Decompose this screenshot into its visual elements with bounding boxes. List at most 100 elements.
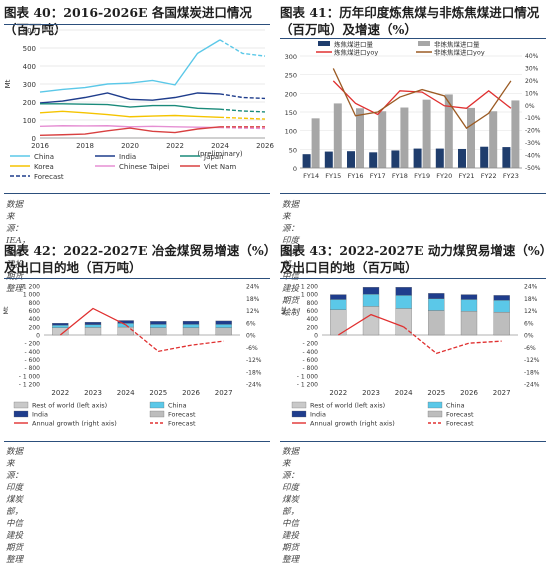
y2-tick-label: -12%	[246, 357, 262, 364]
y-tick-label: 100	[23, 117, 36, 125]
y-tick-label: 600	[307, 308, 319, 315]
y-tick-label: 100	[285, 128, 297, 136]
x-tick-label: FY16	[348, 172, 364, 180]
legend-label: Rest of world (left axis)	[32, 402, 107, 410]
x-tick-note: (preliminary)	[197, 150, 243, 158]
bar-coking	[413, 148, 422, 168]
y-tick-label: - 400	[302, 349, 318, 356]
x-tick-label: FY17	[370, 172, 386, 180]
y2-tick-label: -6%	[246, 345, 258, 352]
bar-india	[182, 320, 200, 325]
bar-china	[460, 299, 478, 312]
y2-tick-label: -18%	[524, 369, 540, 376]
legend-label: Annual growth (right axis)	[32, 420, 117, 428]
y-tick-label: - 400	[24, 349, 40, 356]
series-line-viet-nam	[39, 126, 221, 136]
y-tick-label: 800	[29, 300, 41, 307]
y2-tick-label: 20%	[525, 78, 539, 85]
legend-label: Forecast	[34, 173, 64, 181]
y-tick-label: 600	[29, 308, 41, 315]
title-rule	[280, 278, 546, 279]
y-tick-label: - 1 200	[297, 382, 318, 389]
x-tick-label: 2023	[362, 389, 380, 397]
legend-swatch	[291, 410, 307, 418]
bar-india	[330, 294, 347, 300]
y-axis-label: Mt	[280, 306, 288, 315]
chart-41-svg: 0 50 100 150 200 250 300 -50% -40% -30% -20% -10% 0%…	[285, 40, 541, 180]
legend-swatch	[149, 410, 165, 418]
bar-china	[428, 298, 445, 311]
growth-line	[59, 307, 126, 336]
x-tick-label: 2027	[215, 389, 233, 397]
y2-tick-label: -24%	[246, 382, 262, 389]
legend-label: China	[168, 402, 187, 410]
y2-tick-label: 12%	[246, 308, 260, 315]
bar-non-coking	[444, 94, 453, 168]
y2-tick-label: -10%	[525, 115, 541, 122]
x-tick-label: FY14	[303, 172, 319, 180]
x-tick-label: 2025	[149, 389, 167, 397]
bar-china	[182, 324, 200, 328]
y2-tick-label: -40%	[525, 153, 541, 160]
y-tick-label: 400	[307, 316, 319, 323]
bar-coking	[302, 154, 311, 168]
legend-label: 非炼焦煤进口yoy	[434, 48, 485, 57]
x-tick-label: 2024	[211, 142, 229, 150]
bar-non-coking	[311, 118, 320, 168]
legend-label: Forecast	[168, 420, 196, 428]
bar-india	[395, 287, 412, 296]
bar-coking	[347, 151, 355, 168]
series-line-korea	[39, 110, 221, 118]
bar-non-coking	[422, 99, 431, 168]
y-tick-label: 1 200	[301, 284, 318, 291]
y-tick-label: 200	[23, 99, 36, 107]
x-tick-label: 2024	[395, 389, 413, 397]
legend-swatch	[318, 41, 330, 46]
y2-tick-label: 24%	[246, 284, 260, 291]
bar-india	[52, 323, 69, 326]
source-rule	[280, 441, 546, 442]
y-tick-label: 50	[289, 146, 297, 154]
bar-non-coking	[467, 107, 475, 168]
legend-swatch	[418, 41, 430, 46]
x-tick-label: 2026	[182, 389, 200, 397]
y-tick-label: 200	[29, 324, 41, 331]
y2-tick-label: 0%	[524, 333, 534, 340]
yoy-line-coking	[332, 80, 512, 116]
series-forecast-china	[219, 39, 266, 57]
y2-tick-label: 0%	[246, 333, 256, 340]
legend-swatch	[13, 401, 29, 409]
x-tick-label: FY15	[325, 172, 341, 180]
bar-rest-of-world	[52, 327, 69, 336]
series-forecast-korea	[219, 116, 266, 120]
y2-tick-label: 18%	[246, 296, 260, 303]
bar-china	[330, 299, 347, 310]
x-tick-label: FY19	[414, 172, 430, 180]
y-tick-label: 1 000	[23, 292, 40, 299]
y-tick-label: 200	[285, 90, 297, 98]
legend-label: Forecast	[446, 420, 474, 428]
y-axis-label: Mt	[2, 306, 10, 315]
chart-source: 数据来源：印度煤炭部，中信建投期货整理	[282, 447, 300, 565]
bar-coking	[369, 152, 378, 168]
bar-rest-of-world	[84, 327, 102, 336]
y-tick-label: - 1 200	[19, 382, 40, 389]
bar-china	[215, 324, 232, 328]
bar-india	[117, 320, 134, 324]
bar-india	[493, 295, 510, 301]
y2-tick-label: -30%	[525, 140, 541, 147]
y2-tick-label: 0%	[525, 103, 535, 110]
series-forecast-chinese-taipei	[219, 126, 266, 130]
x-tick-label: FY21	[459, 172, 475, 180]
bar-india	[150, 321, 167, 325]
x-tick-label: 2020	[121, 142, 139, 150]
legend-swatch	[291, 401, 307, 409]
growth-line	[337, 313, 404, 336]
y-tick-label: 0	[32, 135, 36, 143]
y2-tick-label: 18%	[524, 296, 538, 303]
bar-coking	[458, 148, 466, 168]
legend-label: 炼焦煤进口量	[334, 40, 374, 49]
bar-rest-of-world	[182, 327, 200, 336]
legend-label: India	[119, 153, 136, 161]
